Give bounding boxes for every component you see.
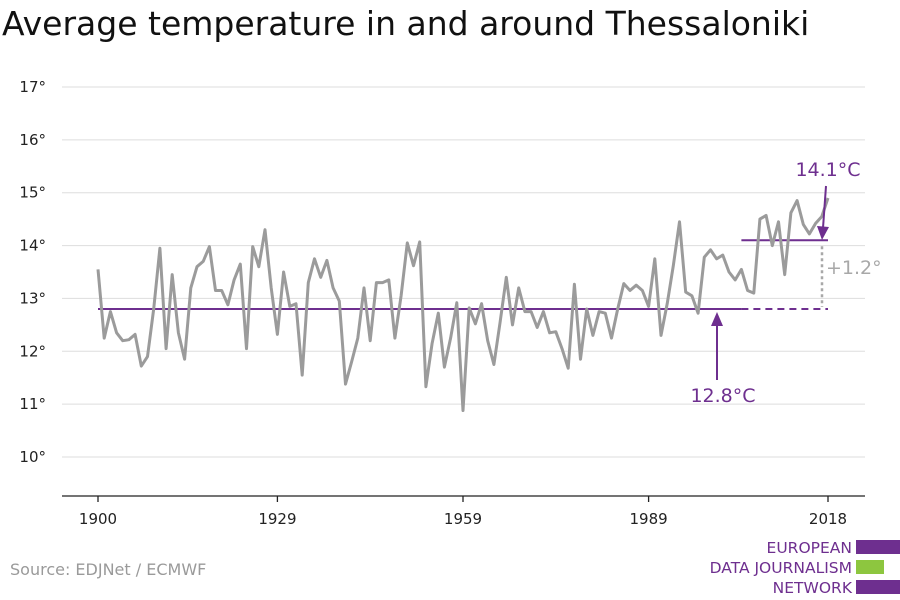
chart-title: Average temperature in and around Thessa…: [2, 4, 810, 43]
temperature-series-line: [96, 197, 830, 412]
difference-label: +1.2°: [826, 257, 882, 279]
y-tick-label: 12°: [19, 342, 46, 360]
x-tick-label: 2018: [809, 510, 847, 528]
x-ticks: 1900 1929 1959 1989 2018: [79, 496, 847, 528]
logo-text: EUROPEAN DATA JOURNALISM NETWORK: [710, 538, 852, 598]
y-tick-label: 10°: [19, 448, 46, 466]
low-label: 12.8°C: [690, 385, 755, 407]
y-tick-label: 14°: [19, 237, 46, 255]
x-tick-label: 1989: [629, 510, 667, 528]
reference-lines: [98, 239, 828, 310]
x-tick-label: 1959: [444, 510, 482, 528]
high-label: 14.1°C: [795, 159, 860, 181]
source-note: Source: EDJNet / ECMWF: [10, 560, 207, 579]
high-arrow-head: [817, 226, 829, 240]
annotations: +1.2° 12.8°C 14.1°C: [690, 159, 881, 407]
low-arrow-head: [711, 312, 723, 326]
y-tick-label: 15°: [19, 184, 46, 202]
y-tick-label: 11°: [19, 395, 46, 413]
high-arrow-line: [822, 185, 827, 229]
y-tick-label: 16°: [19, 131, 46, 149]
logo-line-3: NETWORK: [772, 579, 852, 597]
edjnet-logo[interactable]: EUROPEAN DATA JOURNALISM NETWORK: [700, 538, 900, 600]
logo-bars-icon: [856, 540, 900, 594]
logo-line-1: EUROPEAN: [766, 539, 852, 557]
y-tick-label: 13°: [19, 289, 46, 307]
logo-line-2: DATA JOURNALISM: [709, 559, 852, 577]
y-tick-labels: 10° 11° 12° 13° 14° 15° 16° 17°: [19, 78, 46, 466]
x-tick-label: 1929: [258, 510, 296, 528]
x-tick-label: 1900: [79, 510, 117, 528]
y-tick-label: 17°: [19, 78, 46, 96]
